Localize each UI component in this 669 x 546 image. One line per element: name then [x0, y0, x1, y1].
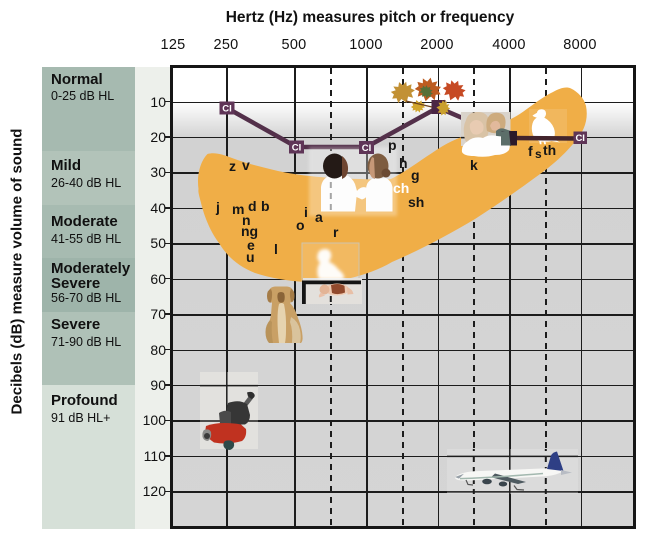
svg-text:CI: CI [292, 143, 302, 154]
svg-text:CI: CI [222, 104, 232, 115]
svg-text:CI: CI [362, 143, 372, 154]
svg-text:CI: CI [575, 133, 585, 144]
